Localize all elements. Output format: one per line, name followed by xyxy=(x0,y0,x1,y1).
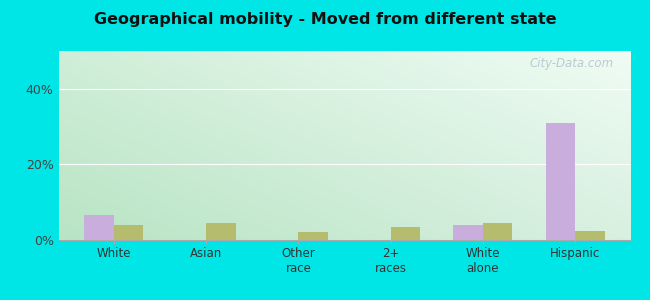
Bar xyxy=(298,232,328,240)
Bar xyxy=(575,230,604,240)
Bar xyxy=(483,223,512,240)
Bar xyxy=(114,225,144,240)
Bar xyxy=(453,225,483,240)
Text: City-Data.com: City-Data.com xyxy=(529,57,614,70)
Bar xyxy=(206,223,236,240)
Bar xyxy=(84,215,114,240)
Text: Geographical mobility - Moved from different state: Geographical mobility - Moved from diffe… xyxy=(94,12,556,27)
Bar xyxy=(391,227,420,240)
Bar xyxy=(545,123,575,240)
